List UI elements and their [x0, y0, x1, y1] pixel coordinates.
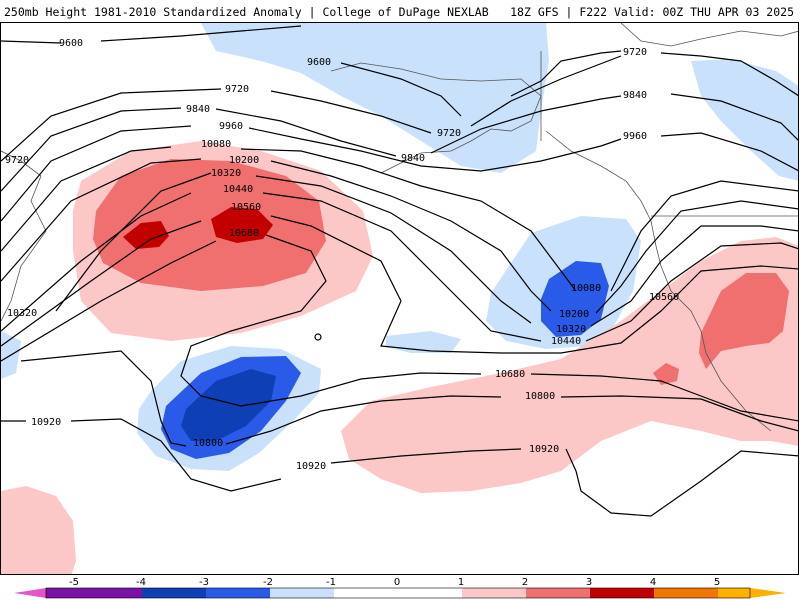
- label-9720-left: 9720: [5, 155, 29, 166]
- contour-closed-cell: [314, 333, 322, 341]
- colorbar-arrow-left: [14, 588, 46, 598]
- contour-10080: [1, 146, 798, 292]
- label-10800-b: 10800: [525, 391, 555, 402]
- label-10080-a: 10080: [201, 139, 231, 150]
- colorbar-swatch-zero: [334, 588, 462, 598]
- contour-9720: [1, 52, 798, 162]
- label-10920-left: 10920: [31, 417, 61, 428]
- label-9840-right: 9840: [623, 90, 647, 101]
- colorbar-swatch-pos3: [590, 588, 654, 598]
- label-10680-a: 10680: [229, 228, 259, 239]
- label-10320-b: 10320: [556, 324, 586, 335]
- contour-10920: [1, 418, 798, 517]
- colorbar-outline: [45, 587, 751, 599]
- colorbar-swatches: [14, 587, 786, 599]
- label-9720-a: 9720: [225, 84, 249, 95]
- label-9720-right: 9720: [623, 47, 647, 58]
- contour-9840: [1, 93, 798, 192]
- colorbar-tick-labels: -5 -4 -3 -2 -1 0 1 2 3 4 5: [69, 577, 720, 588]
- label-10920-mid: 10920: [296, 461, 326, 472]
- map-panel: 9600 9600 9720 9720 9720 9720 9840 9840 …: [0, 22, 799, 575]
- label-10440-a: 10440: [223, 184, 253, 195]
- label-10440-b: 10440: [551, 336, 581, 347]
- colorbar-swatch-neg1: [270, 588, 334, 598]
- label-10080-b: 10080: [571, 283, 601, 294]
- colorbar-swatch-pos1: [462, 588, 526, 598]
- colorbar-swatch-neg3: [142, 588, 206, 598]
- contour-10560: [1, 215, 798, 354]
- label-9840-b: 9840: [401, 153, 425, 164]
- height-contours: [1, 25, 798, 517]
- colorbar-svg: -5 -4 -3 -2 -1 0 1 2 3 4 5: [14, 577, 786, 599]
- contour-10320: [55, 172, 798, 327]
- label-10200-b: 10200: [559, 309, 589, 320]
- colorbar-swatch-pos5: [718, 588, 750, 598]
- coastline-alaska: [330, 62, 542, 174]
- contour-10440: [1, 192, 798, 342]
- contour-10800: [20, 350, 798, 447]
- contour-labels: 9600 9600 9720 9720 9720 9720 9840 9840 …: [5, 38, 679, 472]
- contour-10680: [1, 234, 798, 422]
- anomaly-pos2-nwpac: [93, 159, 326, 291]
- coastline-arctic: [620, 23, 798, 47]
- colorbar-label-neg3: -3: [199, 577, 209, 588]
- colorbar-arrow-right: [750, 588, 786, 598]
- label-10320-left: 10320: [7, 308, 37, 319]
- label-10560-right: 10560: [649, 292, 679, 303]
- model-run-info: 18Z GFS | F222 Valid: 00Z THU APR 03 202…: [510, 5, 794, 19]
- label-10200-a: 10200: [229, 155, 259, 166]
- colorbar-label-neg2: -2: [263, 577, 273, 588]
- colorbar-swatch-neg45: [78, 588, 142, 598]
- label-10800-a: 10800: [193, 438, 223, 449]
- colorbar: -5 -4 -3 -2 -1 0 1 2 3 4 5: [0, 575, 800, 600]
- colorbar-label-pos1: 1: [458, 577, 464, 588]
- label-9720-b: 9720: [437, 128, 461, 139]
- colorbar-swatch-pos4: [654, 588, 718, 598]
- colorbar-swatch-pos2: [526, 588, 590, 598]
- label-9960-right: 9960: [623, 131, 647, 142]
- colorbar-label-pos2: 2: [522, 577, 528, 588]
- anomaly-neg1-alaska: [201, 23, 549, 173]
- title-bar: 250mb Height 1981-2010 Standardized Anom…: [0, 0, 800, 22]
- colorbar-label-pos5: 5: [714, 577, 720, 588]
- coastline-asia: [1, 150, 47, 322]
- colorbar-label-0: 0: [394, 577, 400, 588]
- colorbar-swatch-neg2: [206, 588, 270, 598]
- anomaly-map: 9600 9600 9720 9720 9720 9720 9840 9840 …: [1, 23, 798, 574]
- map-title: 250mb Height 1981-2010 Standardized Anom…: [4, 5, 489, 19]
- coastline-canada: [545, 130, 772, 432]
- label-10320-a: 10320: [211, 168, 241, 179]
- label-9840-a: 9840: [186, 104, 210, 115]
- anomaly-shading: [1, 23, 798, 574]
- anomaly-pos2-west-us: [699, 273, 789, 369]
- colorbar-label-pos4: 4: [650, 577, 656, 588]
- label-9960-a: 9960: [219, 121, 243, 132]
- anomaly-pos3-nwpac-a: [123, 221, 169, 249]
- anomaly-pos3-nwpac-b: [211, 207, 273, 243]
- colorbar-label-neg5: -5: [69, 577, 79, 588]
- colorbar-label-pos3: 3: [586, 577, 592, 588]
- colorbar-swatch-neg5-neg4: [46, 588, 78, 598]
- contour-9600: [1, 25, 622, 117]
- label-10560-a: 10560: [231, 202, 261, 213]
- label-10920-right: 10920: [529, 444, 559, 455]
- label-10680-b: 10680: [495, 369, 525, 380]
- label-9600-left: 9600: [59, 38, 83, 49]
- coastlines: [1, 23, 798, 432]
- anomaly-pos2-small-patch: [653, 363, 679, 385]
- colorbar-label-neg4: -4: [136, 577, 146, 588]
- contour-9960: [1, 125, 798, 222]
- colorbar-label-neg1: -1: [326, 577, 336, 588]
- anomaly-neg1-mid-patch: [386, 331, 461, 353]
- anomaly-neg1-northeast: [691, 59, 798, 181]
- anomaly-neg2-trough: [541, 261, 609, 337]
- contour-10200: [1, 158, 798, 314]
- anomaly-pos1-southwest: [1, 486, 76, 574]
- anomaly-neg3-central: [181, 369, 276, 441]
- anomaly-pos1-subtropical: [341, 237, 798, 493]
- label-9600-mid: 9600: [307, 57, 331, 68]
